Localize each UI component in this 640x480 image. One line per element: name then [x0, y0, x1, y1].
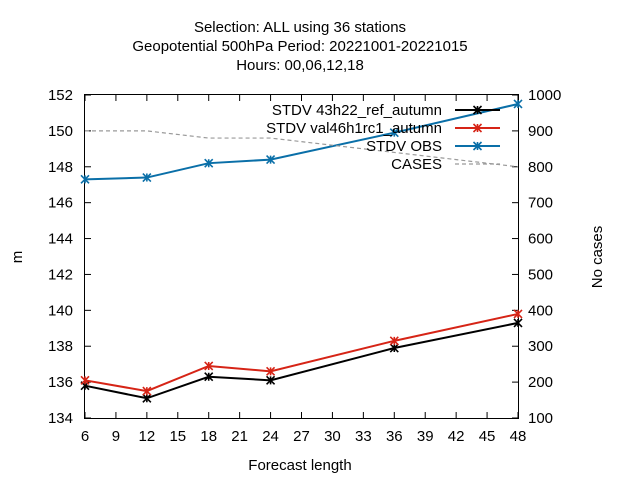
x-tick-label: 30 [324, 428, 341, 445]
x-axis-label: Forecast length [248, 457, 351, 474]
series-line [84, 102, 519, 181]
series-point-marker [80, 375, 90, 385]
y-tick-label: 138 [48, 338, 73, 355]
y2-tick-label: 500 [528, 266, 553, 283]
y-tick-label: 152 [48, 87, 73, 104]
title-line-1: Selection: ALL using 36 stations [194, 19, 406, 36]
y-tick-label: 140 [48, 302, 73, 319]
series-point-marker [204, 372, 214, 382]
x-tick-label: 45 [479, 428, 496, 445]
y2-tick-label: 300 [528, 338, 553, 355]
legend-marker [472, 105, 483, 115]
x-tick-label: 18 [200, 428, 217, 445]
y-tick-label: 148 [48, 159, 73, 176]
y2-axis-ticks: 100 200 300 400 500 600 700 800 900 1000 [512, 87, 561, 427]
series-layer [80, 99, 523, 403]
series-line [84, 312, 519, 393]
series-point-marker [266, 375, 276, 385]
series-line [85, 130, 519, 168]
series-point-marker [142, 172, 152, 183]
x-tick-label: 33 [355, 428, 372, 445]
series-point-marker [142, 386, 152, 396]
y2-tick-label: 900 [528, 123, 553, 140]
plot-frame [84, 94, 519, 419]
x-axis-ticks: 6 9 12 15 18 21 24 27 30 33 36 39 42 45 48 [81, 95, 527, 445]
x-tick-label: 36 [386, 428, 403, 445]
x-tick-label: 9 [112, 428, 120, 445]
legend-marker [472, 123, 483, 133]
y2-tick-label: 800 [528, 159, 553, 176]
series-point-marker [204, 361, 214, 371]
title-line-2: Geopotential 500hPa Period: 20221001-202… [132, 38, 467, 55]
legend-label: STDV OBS [366, 138, 442, 155]
y-tick-label: 144 [48, 231, 73, 248]
series-point-marker [80, 174, 90, 184]
x-tick-label: 24 [262, 428, 279, 445]
x-tick-label: 12 [139, 428, 156, 445]
series-line [84, 321, 519, 400]
y-tick-label: 150 [48, 123, 73, 140]
chart-title: Selection: ALL using 36 stations Geopote… [132, 19, 467, 74]
y2-axis-label: No cases [589, 226, 606, 289]
series-point-marker [204, 158, 214, 168]
x-tick-label: 21 [231, 428, 248, 445]
legend-label: STDV 43h22_ref_autumn [272, 102, 442, 119]
series-point-marker [389, 343, 399, 353]
y-axis-ticks: 134 136 138 140 142 144 146 148 150 152 [48, 87, 91, 427]
x-tick-label: 42 [448, 428, 465, 445]
y2-tick-label: 1000 [528, 87, 561, 104]
y2-tick-label: 100 [528, 410, 553, 427]
y-tick-label: 142 [48, 266, 73, 283]
y-tick-label: 136 [48, 374, 73, 391]
series-point-marker [142, 393, 152, 403]
x-tick-label: 39 [417, 428, 434, 445]
y-tick-label: 146 [48, 195, 73, 212]
y2-tick-label: 600 [528, 231, 553, 248]
title-line-3: Hours: 00,06,12,18 [236, 57, 364, 74]
y2-tick-label: 200 [528, 374, 553, 391]
x-tick-label: 48 [510, 428, 527, 445]
x-tick-label: 6 [81, 428, 89, 445]
series-point-marker [513, 99, 523, 109]
y-axis-label: m [9, 251, 26, 264]
x-tick-label: 27 [293, 428, 310, 445]
y2-tick-label: 700 [528, 195, 553, 212]
series-point-marker [513, 309, 523, 319]
series-point-marker [389, 128, 399, 138]
series-point-marker [513, 318, 523, 328]
series-point-marker [266, 366, 276, 376]
y-tick-label: 134 [48, 410, 73, 427]
legend-label: STDV val46h1rc1_autumn [266, 120, 442, 137]
legend-marker [472, 141, 483, 151]
series-point-marker [266, 155, 276, 165]
y2-tick-label: 400 [528, 302, 553, 319]
legend-label: CASES [391, 156, 442, 173]
x-tick-label: 15 [169, 428, 186, 445]
series-point-marker [389, 336, 399, 346]
